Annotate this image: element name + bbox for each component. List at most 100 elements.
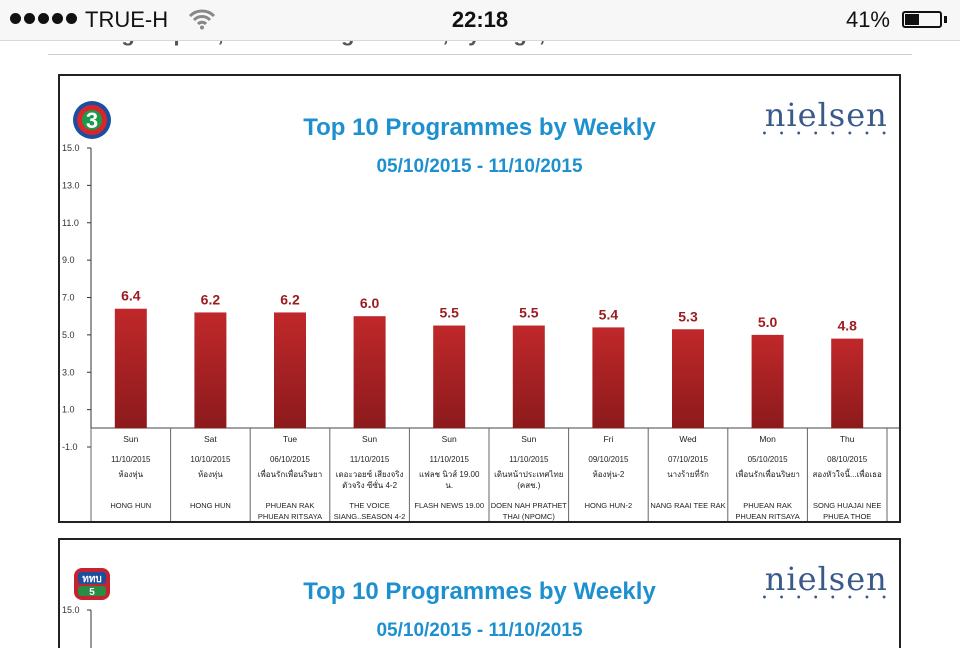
- bar-value-label: 6.0: [360, 295, 380, 311]
- day-label: Sat: [204, 434, 217, 444]
- programme-thai-name: ห้องหุ่น-2: [592, 470, 624, 479]
- day-label: Wed: [679, 434, 697, 444]
- carrier-name: TRUE-H: [85, 7, 169, 32]
- date-label: 07/10/2015: [668, 455, 709, 464]
- date-label: 11/10/2015: [350, 455, 390, 464]
- date-label: 05/10/2015: [748, 455, 789, 464]
- wifi-icon: [188, 9, 216, 30]
- programme-english-name: THAI (NPOMC): [503, 512, 556, 521]
- programme-english-name: SIANG..SEASON 4-2: [334, 512, 406, 521]
- bar: [114, 308, 147, 429]
- day-label: Mon: [759, 434, 776, 444]
- date-label: 06/10/2015: [270, 455, 311, 464]
- heading-divider: [48, 54, 912, 55]
- status-bar: TRUE-H 22:18 41%: [0, 0, 960, 41]
- programme-thai-name: (คสช.): [517, 481, 541, 490]
- date-label: 11/10/2015: [429, 455, 469, 464]
- date-label: 11/10/2015: [111, 455, 151, 464]
- battery-icon: [902, 11, 942, 28]
- y-tick-label: 3.0: [62, 367, 75, 377]
- programme-thai-name: ห้องหุ่น: [198, 470, 223, 479]
- bar-value-label: 5.3: [678, 308, 698, 324]
- y-tick-label: -1.0: [62, 442, 78, 452]
- programme-english-name: PHUEA THOE: [823, 512, 871, 521]
- programme-english-name: HONG HUN: [110, 501, 151, 510]
- programme-thai-name: สองหัวใจนี้...เพื่อเธอ: [813, 468, 883, 479]
- programme-english-name: DOEN NAH PRATHET: [491, 501, 568, 510]
- status-time: 22:18: [451, 7, 509, 32]
- bar-value-label: 5.5: [439, 305, 459, 321]
- bar-value-label: 5.5: [519, 305, 539, 321]
- programme-thai-name: เดินหน้าประเทศไทย: [494, 470, 563, 479]
- day-label: Sun: [123, 434, 138, 444]
- bar: [353, 316, 386, 429]
- channel-7-logo: ททบ 5: [74, 568, 110, 600]
- nielsen-logo-2: nielsen • • • • • • • •: [761, 560, 891, 604]
- programme-english-name: HONG HUN: [190, 501, 231, 510]
- nielsen-wordmark: nielsen: [764, 96, 888, 134]
- svg-text:3: 3: [86, 108, 98, 133]
- bar: [831, 338, 864, 429]
- programme-english-name: NANG RAAI TEE RAK: [650, 501, 725, 510]
- date-label: 08/10/2015: [827, 455, 868, 464]
- y-tick-label: 15.0: [62, 605, 80, 615]
- bar: [274, 312, 306, 429]
- channel-3-logo: 3: [73, 101, 111, 139]
- date-label: 10/10/2015: [190, 455, 231, 464]
- bar: [512, 325, 545, 429]
- programme-thai-name: น.: [445, 481, 453, 490]
- bar: [194, 312, 227, 429]
- y-tick-label: 7.0: [62, 293, 75, 303]
- y-axis-2: 15.0: [62, 605, 92, 648]
- bar: [433, 325, 466, 429]
- programme-english-name: PHUEAN RITSAYA: [258, 512, 322, 521]
- y-tick-label: 11.0: [62, 218, 79, 228]
- bar-value-label: 5.0: [758, 314, 778, 330]
- day-label: Thu: [840, 434, 855, 444]
- y-tick-label: 5.0: [62, 330, 75, 340]
- programme-thai-name: แฟลช นิวส์ 19.00: [419, 469, 480, 479]
- y-tick-label: 13.0: [62, 180, 80, 190]
- y-tick-label: 15.0: [62, 143, 80, 153]
- programme-english-name: HONG HUN-2: [585, 501, 633, 510]
- battery-cap: [944, 16, 947, 23]
- battery-percent: 41%: [845, 7, 890, 32]
- day-label: Sun: [521, 434, 536, 444]
- programme-thai-name: ตัวจริง ซีซั่น 4-2: [342, 479, 397, 490]
- date-label: 09/10/2015: [588, 455, 629, 464]
- programme-thai-name: เพื่อนรักเพื่อนริษยา: [258, 468, 322, 479]
- programme-english-name: THE VOICE: [349, 501, 389, 510]
- programme-english-name: SONG HUAJAI NEE: [813, 501, 881, 510]
- nielsen-logo: nielsen • • • • • • • •: [761, 96, 891, 140]
- bar-value-label: 6.2: [280, 291, 300, 307]
- bar: [751, 334, 784, 429]
- battery-fill: [905, 14, 919, 25]
- chart-panel-2: ททบ 5 nielsen • • • • • • • • Top 10 Prog…: [58, 538, 901, 648]
- nielsen-wordmark-2: nielsen: [764, 560, 888, 598]
- bar-value-label: 4.8: [837, 318, 857, 334]
- programme-thai-name: นางร้ายที่รัก: [667, 468, 709, 479]
- bar-value-label: 5.4: [599, 306, 619, 322]
- day-label: Sun: [362, 434, 377, 444]
- programme-thai-name: เพื่อนรักเพื่อนริษยา: [735, 468, 799, 479]
- day-label: Tue: [283, 434, 298, 444]
- bar: [672, 329, 704, 429]
- programme-thai-name: เดอะวอยซ์ เสียงจริง: [336, 469, 404, 479]
- chart-date-range-2: 05/10/2015 - 11/10/2015: [376, 620, 583, 641]
- programme-english-name: PHUEAN RAK: [266, 501, 315, 510]
- programme-thai-name: ห้องหุ่น: [118, 470, 143, 479]
- bar-chart: 15.0 13.0 11.0 9.0 7.0 5.0 3.0 1.0 -1.0 6.4 Sun 11/…: [62, 143, 899, 521]
- chart-title-2: Top 10 Programmes by Weekly: [303, 578, 656, 605]
- y-tick-label: 9.0: [62, 255, 75, 265]
- bar-value-label: 6.4: [121, 288, 141, 304]
- programme-english-name: PHUEAN RAK: [743, 501, 792, 510]
- chart-panel-1: 3 nielsen • • • • • • • • Top 10 Programm…: [58, 74, 901, 523]
- bar: [592, 327, 625, 429]
- y-tick-label: 1.0: [62, 405, 75, 415]
- date-label: 11/10/2015: [509, 455, 549, 464]
- programme-english-name: PHUEAN RITSAYA: [735, 512, 799, 521]
- signal-strength-icon: [10, 13, 77, 24]
- day-label: Sun: [442, 434, 457, 444]
- chart-title: Top 10 Programmes by Weekly: [303, 114, 656, 141]
- chart-date-range: 05/10/2015 - 11/10/2015: [376, 156, 583, 177]
